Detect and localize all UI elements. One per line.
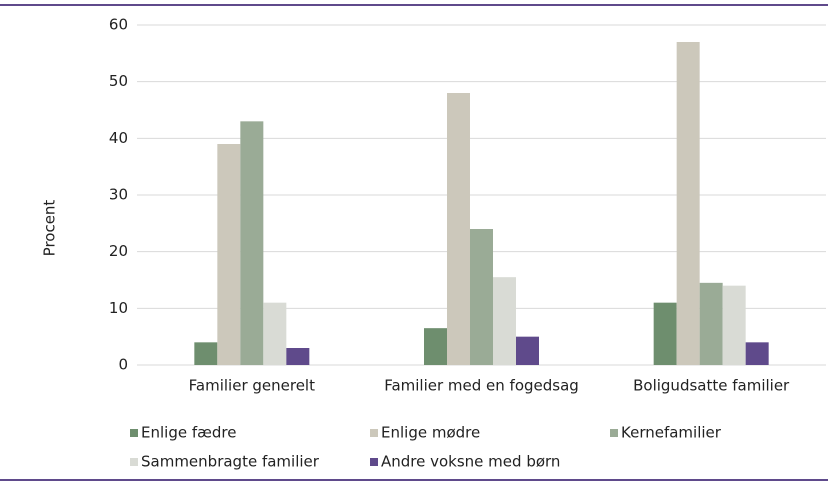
x-tick-label: Familier med en fogedsag bbox=[384, 377, 579, 395]
y-tick-label: 10 bbox=[109, 299, 128, 317]
bar bbox=[263, 302, 287, 365]
bar bbox=[470, 229, 493, 365]
bar bbox=[676, 42, 700, 365]
x-tick-label: Boligudsatte familier bbox=[633, 377, 790, 395]
y-tick-label: 0 bbox=[118, 356, 128, 374]
bar bbox=[194, 342, 218, 365]
legend-label: Enlige fædre bbox=[141, 424, 236, 442]
legend-swatch bbox=[130, 458, 138, 466]
x-tick-label: Familier generelt bbox=[189, 377, 315, 395]
bar bbox=[493, 277, 516, 365]
bar bbox=[745, 342, 769, 365]
legend-swatch bbox=[370, 429, 378, 437]
y-tick-label: 20 bbox=[109, 242, 128, 260]
legend-label: Andre voksne med børn bbox=[381, 453, 560, 471]
bar bbox=[722, 285, 746, 365]
legend-swatch bbox=[130, 429, 138, 437]
bar bbox=[424, 328, 447, 365]
y-tick-label: 40 bbox=[109, 129, 128, 147]
y-axis-label: Procent bbox=[41, 200, 59, 257]
legend-label: Kernefamilier bbox=[621, 424, 722, 442]
legend-label: Enlige mødre bbox=[381, 424, 480, 442]
bar bbox=[516, 336, 539, 365]
bar bbox=[240, 121, 264, 365]
legend-swatch bbox=[370, 458, 378, 466]
y-tick-label: 50 bbox=[109, 72, 128, 90]
legend-swatch bbox=[610, 429, 618, 437]
bar bbox=[653, 302, 677, 365]
bar bbox=[447, 93, 470, 365]
y-tick-label: 30 bbox=[109, 186, 128, 204]
legend-label: Sammenbragte familier bbox=[141, 453, 320, 471]
bar bbox=[217, 144, 241, 365]
bar bbox=[286, 348, 310, 365]
bar bbox=[699, 282, 723, 365]
y-tick-label: 60 bbox=[109, 16, 128, 34]
